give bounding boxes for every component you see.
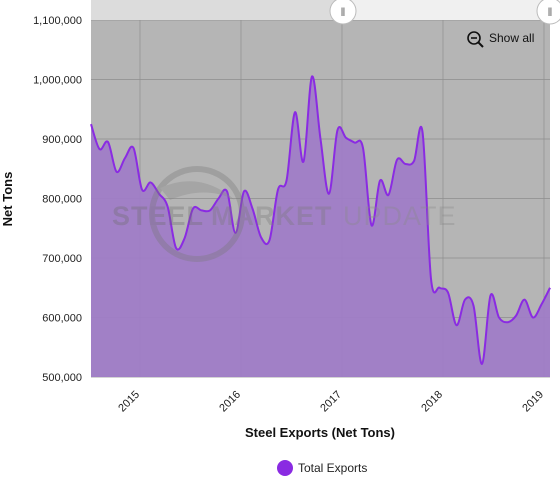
- series-area-total-exports: [91, 76, 550, 377]
- watermark-text-market: MARKET: [211, 201, 333, 231]
- zoom-out-icon: [467, 31, 484, 48]
- navigator-window[interactable]: [343, 0, 550, 20]
- y-axis-title: Net Tons: [0, 172, 15, 227]
- navigator-handle-right[interactable]: ‖: [536, 0, 560, 25]
- y-tick-label: 500,000: [42, 372, 82, 384]
- watermark-ring: [149, 166, 245, 262]
- y-tick-label: 900,000: [42, 134, 82, 146]
- x-tick-label: 2018: [419, 389, 445, 415]
- watermark-text-steel: STEEL: [112, 201, 204, 231]
- series-layer: [90, 75, 551, 377]
- x-tick-label: 2016: [217, 389, 243, 415]
- series-line-total-exports: [90, 75, 551, 365]
- x-tick-label: 2019: [520, 389, 546, 415]
- y-tick-label: 1,000,000: [33, 75, 82, 87]
- y-tick-label: 700,000: [42, 253, 82, 265]
- show-all-button[interactable]: Show all: [462, 28, 544, 50]
- legend-item-total-exports[interactable]: Total Exports: [277, 460, 367, 476]
- y-tick-label: 600,000: [42, 313, 82, 325]
- show-all-label: Show all: [489, 31, 534, 45]
- x-axis-ticks: 2015 2016 2017 2018 2019: [116, 389, 546, 415]
- legend-label: Total Exports: [298, 461, 367, 475]
- handle-left-grip: ‖: [341, 5, 346, 19]
- watermark-logo: STEEL MARKET UPDATE: [112, 166, 457, 262]
- handle-right-grip: ‖: [548, 5, 553, 19]
- y-tick-label: 800,000: [42, 194, 82, 206]
- watermark-swoosh: [160, 181, 235, 200]
- legend-marker: [277, 460, 293, 476]
- x-tick-label: 2015: [116, 389, 142, 415]
- y-axis-ticks: 500,000 600,000 700,000 800,000 900,000 1,000…: [33, 15, 82, 384]
- navigator-handle-left[interactable]: ‖: [329, 0, 357, 25]
- x-axis-title: Steel Exports (Net Tons): [245, 425, 395, 440]
- x-tick-label: 2017: [318, 389, 344, 415]
- y-tick-label: 1,100,000: [33, 15, 82, 27]
- watermark-text-update: UPDATE: [343, 201, 457, 231]
